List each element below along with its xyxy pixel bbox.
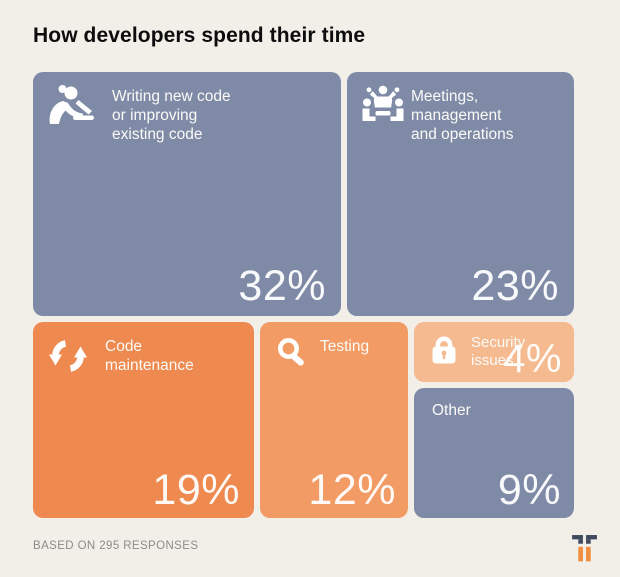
tile-label: Code maintenance xyxy=(105,338,194,374)
tile-value: 12% xyxy=(308,466,396,514)
tile-meetings: Meetings, management and operations 23% xyxy=(347,72,574,316)
tile-label: Writing new code or improving existing c… xyxy=(112,88,231,143)
lock-icon xyxy=(427,334,461,371)
tile-label: Other xyxy=(432,402,471,419)
meeting-icon xyxy=(361,85,405,130)
tile-other: Other 9% xyxy=(414,388,574,518)
tile-value: 4% xyxy=(503,337,562,381)
tile-value: 32% xyxy=(238,262,326,310)
person-coding-icon xyxy=(47,84,97,131)
tile-code-maintenance: Code maintenance 19% xyxy=(33,322,254,518)
tile-security-issues: Security issues 4% xyxy=(414,322,574,382)
tile-writing-code: Writing new code or improving existing c… xyxy=(33,72,341,316)
tile-value: 9% xyxy=(497,466,561,514)
source-note: BASED ON 295 RESPONSES xyxy=(33,540,199,552)
page-title: How developers spend their time xyxy=(33,24,366,47)
sync-arrows-icon xyxy=(48,336,88,381)
tile-value: 23% xyxy=(471,262,559,310)
tile-testing: Testing 12% xyxy=(260,322,408,518)
tile-label: Security issues xyxy=(471,334,526,369)
tile-value: 19% xyxy=(152,466,240,514)
techcrunch-logo xyxy=(572,534,597,563)
tile-label: Testing xyxy=(320,338,370,355)
magnifier-icon xyxy=(275,336,309,375)
tile-label: Meetings, management and operations xyxy=(411,88,514,143)
